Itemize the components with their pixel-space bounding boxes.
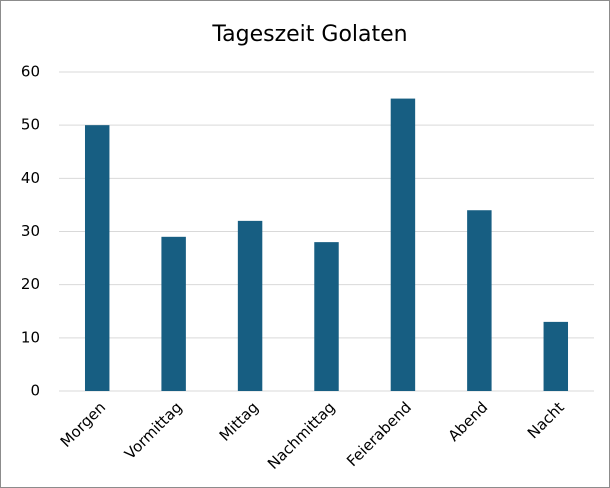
y-tick-label: 30 xyxy=(21,222,40,240)
chart-title: Tageszeit Golaten xyxy=(211,22,407,47)
bar xyxy=(390,98,416,391)
bar xyxy=(161,236,186,391)
bar xyxy=(84,125,110,392)
y-tick-label: 40 xyxy=(21,169,40,187)
bar xyxy=(543,321,569,391)
bar xyxy=(237,220,263,391)
y-tick-label: 60 xyxy=(21,63,40,81)
y-tick-label: 0 xyxy=(30,382,40,400)
bar xyxy=(467,210,492,391)
y-tick-label: 10 xyxy=(21,328,40,346)
y-tick-label: 50 xyxy=(21,116,40,134)
bar xyxy=(314,242,339,391)
y-tick-label: 20 xyxy=(21,275,40,293)
